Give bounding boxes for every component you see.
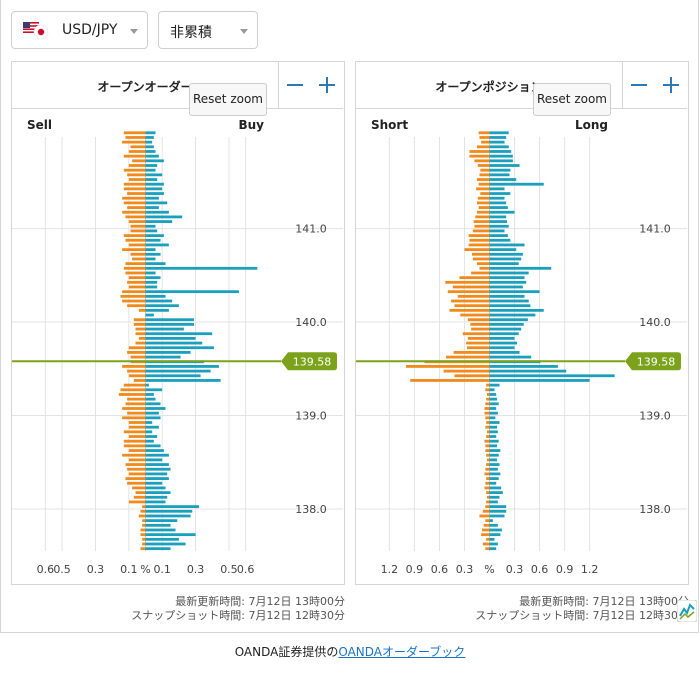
minus-icon xyxy=(287,84,303,86)
long-label: Long xyxy=(574,118,608,132)
footer-text: OANDA証券提供の xyxy=(234,645,339,659)
plus-icon xyxy=(663,77,679,93)
plus-icon xyxy=(319,77,335,93)
timestamp-block: 最新更新時間: 7月12日 13時00分 スナップショット時間: 7月12日 1… xyxy=(389,595,689,623)
us-jp-flag-icon xyxy=(23,22,49,39)
zoom-out-button[interactable] xyxy=(279,62,311,109)
buy-label: Buy xyxy=(238,118,264,132)
zoom-in-button[interactable] xyxy=(655,62,687,109)
oanda-logo-icon xyxy=(677,600,697,622)
chevron-down-icon xyxy=(130,29,138,34)
chevron-down-icon xyxy=(240,29,248,34)
open-orders-panel: オープンオーダー Sell Buy xyxy=(11,61,345,585)
orderbook-link[interactable]: OANDAオーダーブック xyxy=(338,645,466,659)
minus-icon xyxy=(631,84,647,86)
panel-title: オープンオーダー xyxy=(97,80,193,94)
footer: OANDA証券提供のOANDAオーダーブック xyxy=(0,643,700,660)
zoom-out-button[interactable] xyxy=(623,62,655,109)
mode-select[interactable]: 非累積 xyxy=(158,11,258,49)
updated-time: 最新更新時間: 7月12日 13時00分 xyxy=(175,595,345,608)
open-orders-header: オープンオーダー xyxy=(12,62,279,109)
reset-zoom-button[interactable]: Reset zoom xyxy=(533,83,611,116)
updated-time: 最新更新時間: 7月12日 13時00分 xyxy=(519,595,689,608)
zoom-in-button[interactable] xyxy=(311,62,343,109)
currency-pair-label: USD/JPY xyxy=(62,22,118,38)
snapshot-time: スナップショット時間: 7月12日 12時30分 xyxy=(131,609,345,622)
panel-title: オープンポジション xyxy=(435,80,543,94)
reset-zoom-button[interactable]: Reset zoom xyxy=(189,83,267,116)
widget-frame xyxy=(0,0,699,633)
sell-label: Sell xyxy=(27,118,53,132)
currency-pair-select[interactable]: USD/JPY xyxy=(11,11,148,49)
short-label: Short xyxy=(371,118,409,132)
mode-label: 非累積 xyxy=(170,25,212,41)
open-positions-panel: オープンポジション Short Long xyxy=(355,61,689,585)
open-positions-header: オープンポジション xyxy=(356,62,623,109)
timestamp-block: 最新更新時間: 7月12日 13時00分 スナップショット時間: 7月12日 1… xyxy=(45,595,345,623)
snapshot-time: スナップショット時間: 7月12日 12時30分 xyxy=(475,609,689,622)
